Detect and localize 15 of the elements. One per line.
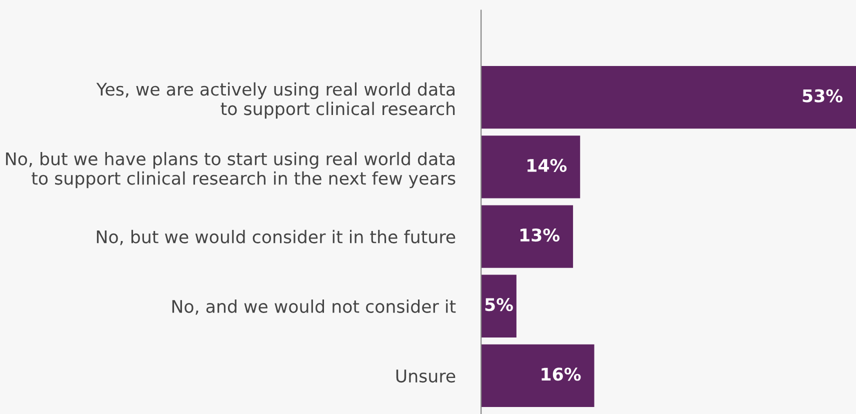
data-label: 5% bbox=[485, 298, 513, 312]
data-label: 16% bbox=[542, 368, 581, 381]
bar bbox=[481, 274, 516, 338]
y-tick-label: Unsure bbox=[396, 370, 456, 383]
y-tick-label: No, but we would consider it in the future bbox=[96, 230, 456, 246]
data-label: 14% bbox=[528, 158, 567, 172]
y-tick-label: No, and we would not consider it bbox=[172, 300, 456, 315]
bar bbox=[481, 344, 594, 408]
y-tick-label: Yes, we are actively using real world data to support clinical research bbox=[96, 82, 455, 119]
bar bbox=[481, 136, 580, 198]
data-label: 13% bbox=[520, 228, 560, 242]
bar bbox=[481, 205, 574, 268]
bar bbox=[481, 66, 856, 129]
y-tick-label: No, but we have plans to start using real world data to support clinical research in the next few years bbox=[6, 152, 456, 188]
data-label: 53% bbox=[802, 89, 842, 102]
